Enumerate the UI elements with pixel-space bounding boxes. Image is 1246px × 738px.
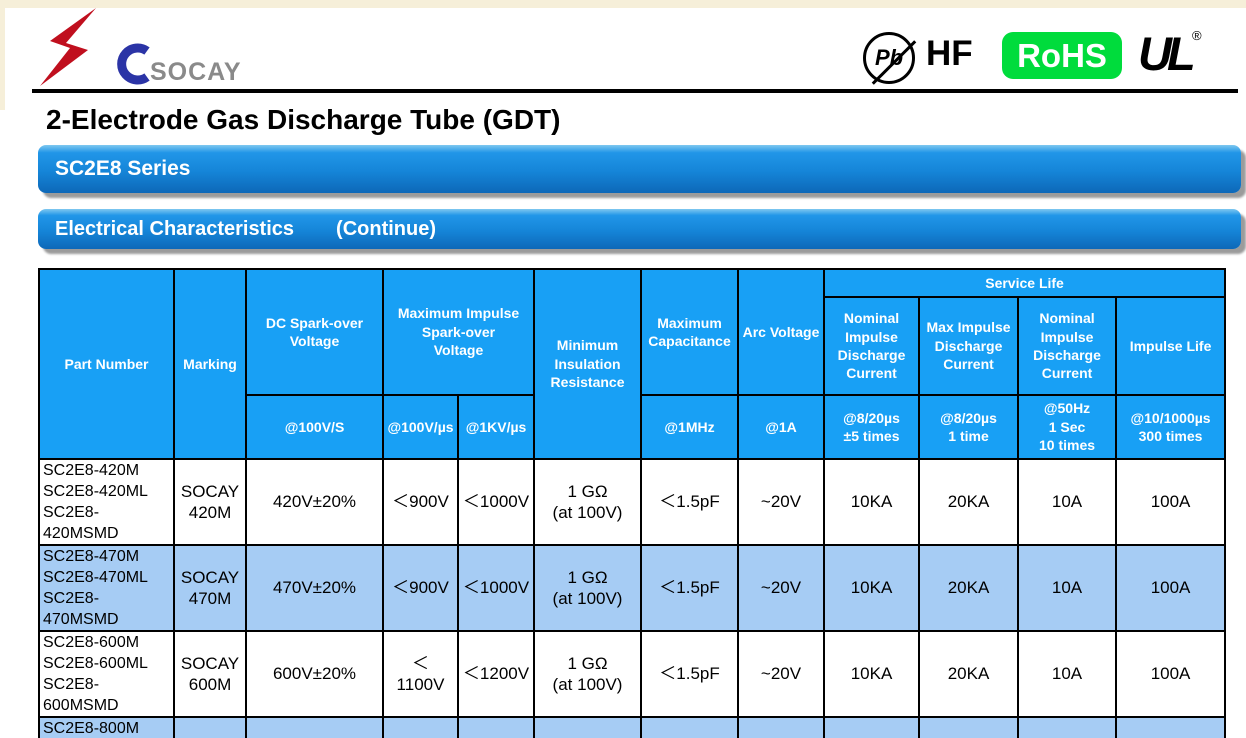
cond-50hz: @50Hz 1 Sec 10 times	[1017, 394, 1118, 460]
cond-1a: @1A	[737, 394, 826, 460]
c-arc-icon	[117, 43, 150, 85]
series-banner-label: SC2E8 Series	[55, 157, 191, 180]
cell-max-current: 20KA	[918, 630, 1020, 718]
cell-impulse-1kv: ＜1000V	[456, 544, 536, 632]
cell-capacitance: ＜1.5pF	[640, 716, 740, 738]
cell-max-current: 20KA	[918, 544, 1020, 632]
section-banner-suffix: (Continue)	[336, 218, 437, 240]
registered-mark: ®	[1192, 28, 1202, 43]
cell-capacitance: ＜1.5pF	[640, 458, 740, 546]
cond-1mhz: @1MHz	[640, 394, 740, 460]
cell-ac-current: 10A	[1017, 544, 1118, 632]
col-header-max-impulse: Max Impulse Discharge Current	[918, 296, 1020, 396]
ul-icon: UL	[1138, 26, 1196, 81]
cond-1kvus: @1KV/µs	[456, 394, 536, 460]
cell-dc-sparkover: 600V±20%	[245, 630, 384, 718]
cell-impulse-100v: ＜ 1100V	[382, 630, 459, 718]
cell-marking: SOCAY 420M	[173, 458, 247, 546]
col-header-service-life: Service Life	[823, 268, 1227, 298]
cell-insulation: 1 GΩ (at 100V)	[533, 630, 643, 718]
cell-max-current: 20KA	[918, 458, 1020, 546]
cell-impulse-life: 100A	[1115, 544, 1227, 632]
cell-impulse-100v: ＜900V	[382, 458, 459, 546]
col-header-impulse-life: Impulse Life	[1115, 296, 1227, 396]
cell-insulation: 1 GΩ (at 100V)	[533, 544, 643, 632]
cell-marking: SOCAY 470M	[173, 544, 247, 632]
cell-nominal-current: 10KA	[823, 544, 921, 632]
lightning-bolt-icon	[40, 8, 96, 86]
col-header-min-insulation: Minimum Insulation Resistance	[533, 268, 643, 460]
cell-nominal-current: 10KA	[823, 458, 921, 546]
cell-marking: SOCAY 600M	[173, 630, 247, 718]
col-header-max-capacitance: Maximum Capacitance	[640, 268, 740, 396]
cell-impulse-life: 100A	[1115, 630, 1227, 718]
col-header-nominal-impulse: Nominal Impulse Discharge Current	[823, 296, 921, 396]
cell-capacitance: ＜1.5pF	[640, 630, 740, 718]
cell-capacitance: ＜1.5pF	[640, 544, 740, 632]
cond-8-20-1time: @8/20µs 1 time	[918, 394, 1020, 460]
cell-arc: ~20V	[737, 630, 826, 718]
cell-insulation: 1 GΩ (at 100V)	[533, 716, 643, 738]
series-banner: SC2E8 Series	[38, 145, 1241, 193]
col-header-dc-sparkover: DC Spark-over Voltage	[245, 268, 384, 396]
cell-nominal-current: 10KA	[823, 716, 921, 738]
scan-edge-left	[0, 0, 5, 110]
cell-dc-sparkover: 470V±20%	[245, 544, 384, 632]
cell-impulse-100v: ＜ 1200V	[382, 716, 459, 738]
cell-part-number: SC2E8-800M SC2E8-800ML SC2E8-800MSMD	[38, 716, 175, 738]
section-banner: Electrical Characteristics (Continue)	[38, 209, 1241, 249]
cell-impulse-1kv: ＜1200V	[456, 630, 536, 718]
brand-text: SOCAY	[150, 58, 242, 86]
scan-edge-top	[0, 0, 1246, 8]
pb-free-icon: Pb	[863, 32, 917, 85]
table-row: SC2E8-600M SC2E8-600ML SC2E8-600MSMD SOC…	[38, 630, 1227, 718]
page-title: 2-Electrode Gas Discharge Tube (GDT)	[46, 104, 561, 135]
cell-dc-sparkover: 800V±20%	[245, 716, 384, 738]
cell-ac-current: 10A	[1017, 630, 1118, 718]
col-header-part-number: Part Number	[38, 268, 175, 460]
electrical-characteristics-table: Part Number Marking DC Spark-over Voltag…	[38, 268, 1227, 738]
cell-arc: ~20V	[737, 544, 826, 632]
socay-logo: SOCAY	[40, 8, 242, 92]
cell-impulse-life: 100A	[1115, 716, 1227, 738]
cell-impulse-life: 100A	[1115, 458, 1227, 546]
cell-part-number: SC2E8-470M SC2E8-470ML SC2E8-470MSMD	[38, 544, 175, 632]
table-row: SC2E8-800M SC2E8-800ML SC2E8-800MSMD SOC…	[38, 716, 1227, 738]
table-continuation-edge	[38, 726, 240, 738]
cell-marking: SOCAY 800M	[173, 716, 247, 738]
cell-arc: ~20V	[737, 458, 826, 546]
cell-arc: ~20V	[737, 716, 826, 738]
col-header-max-impulse-sparkover: Maximum Impulse Spark-over Voltage	[381, 268, 536, 396]
cell-impulse-1kv: ＜1400V	[456, 716, 536, 738]
cell-dc-sparkover: 420V±20%	[245, 458, 384, 546]
section-banner-label: Electrical Characteristics	[55, 218, 295, 240]
ul-letters: UL	[1138, 27, 1196, 80]
cell-ac-current: 10A	[1017, 716, 1118, 738]
col-header-nominal-impulse-ac: Nominal Impulse Discharge Current	[1017, 296, 1118, 396]
table-row: SC2E8-470M SC2E8-470ML SC2E8-470MSMD SOC…	[38, 544, 1227, 632]
cell-part-number: SC2E8-420M SC2E8-420ML SC2E8-420MSMD	[38, 458, 175, 546]
cell-ac-current: 10A	[1017, 458, 1118, 546]
cell-impulse-100v: ＜900V	[382, 544, 459, 632]
hf-label: HF	[926, 34, 973, 73]
cell-part-number: SC2E8-600M SC2E8-600ML SC2E8-600MSMD	[38, 630, 175, 718]
col-header-marking: Marking	[173, 268, 247, 460]
cond-100vs: @100V/S	[245, 394, 384, 460]
cond-10-1000: @10/1000µs 300 times	[1115, 394, 1227, 460]
cell-insulation: 1 GΩ (at 100V)	[533, 458, 643, 546]
cell-impulse-1kv: ＜1000V	[456, 458, 536, 546]
cond-8-20-5times: @8/20µs ±5 times	[823, 394, 921, 460]
compliance-badges: Pb HF RoHS UL ®	[860, 26, 1230, 88]
cell-max-current: 20KA	[918, 716, 1020, 738]
table-row: SC2E8-420M SC2E8-420ML SC2E8-420MSMD SOC…	[38, 458, 1227, 546]
col-header-arc-voltage: Arc Voltage	[737, 268, 826, 396]
rohs-badge: RoHS	[1002, 32, 1122, 79]
cond-100vus: @100V/µs	[382, 394, 459, 460]
header-divider	[32, 89, 1238, 93]
cell-nominal-current: 10KA	[823, 630, 921, 718]
